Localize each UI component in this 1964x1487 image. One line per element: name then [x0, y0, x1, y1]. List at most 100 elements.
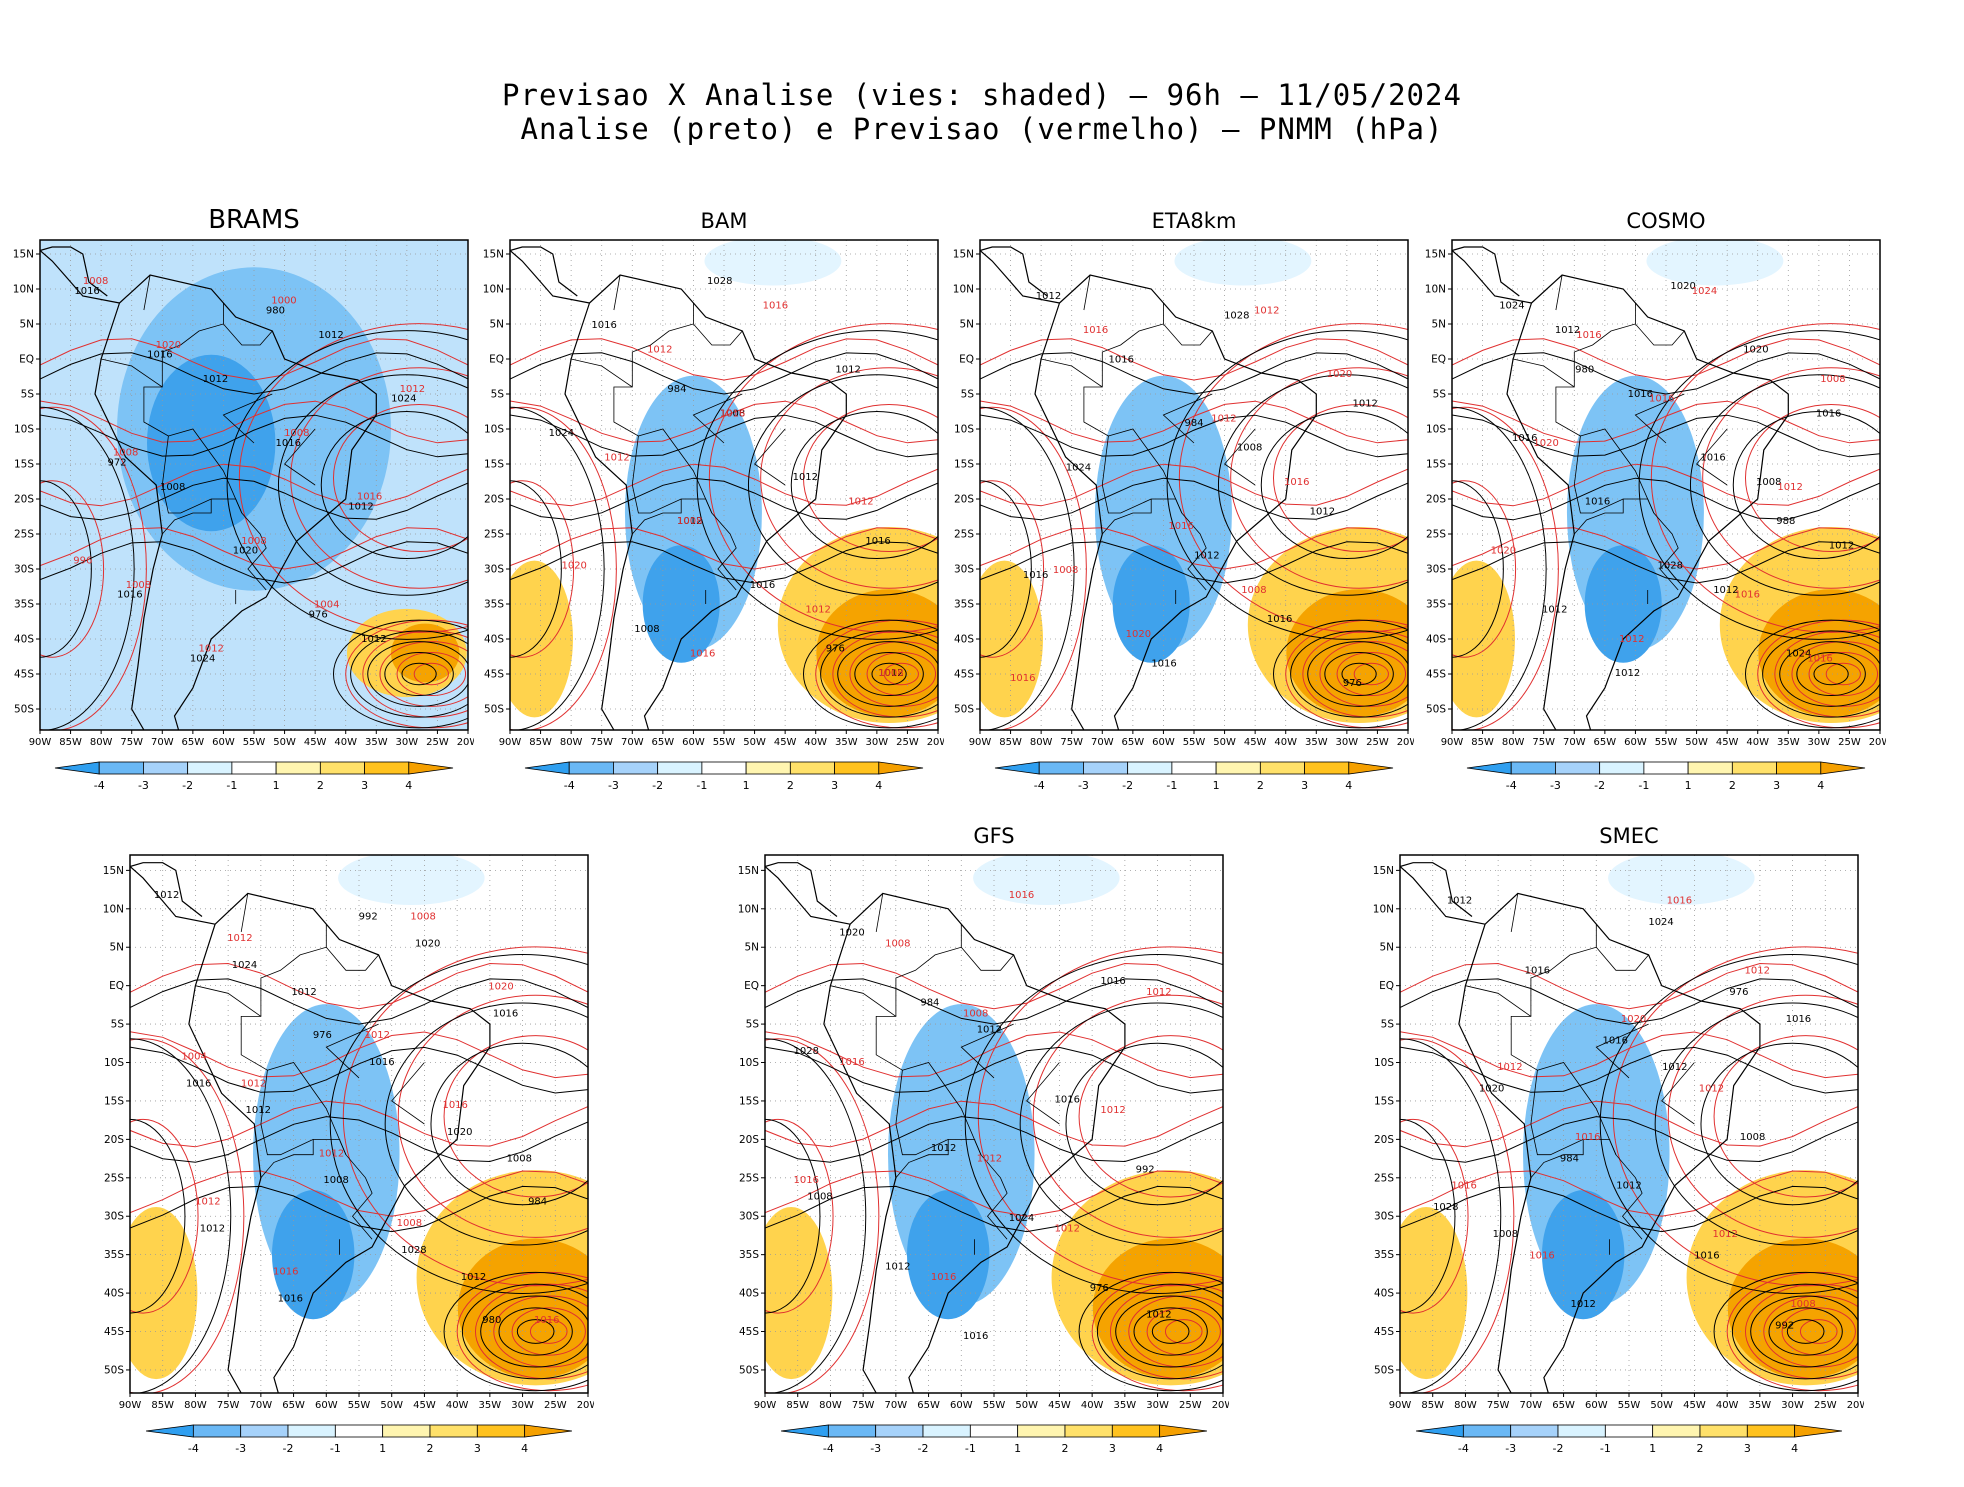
forecast-contour [342, 946, 588, 1287]
colorbar-swatch [240, 1424, 289, 1438]
colorbar-label: 2 [787, 779, 794, 792]
analysis-contour [1273, 619, 1408, 729]
forecast-contour-label: 1016 [1284, 477, 1309, 488]
lat-tick-label: 20S [14, 494, 34, 506]
lat-tick-label: 25S [1426, 529, 1446, 541]
lat-tick-label: 5N [744, 942, 759, 954]
analysis-contour-label: 1012 [1555, 325, 1580, 336]
analysis-contour-label: 1024 [232, 960, 257, 971]
analysis-contour-label: 1020 [233, 546, 258, 557]
lat-tick-label: 35S [104, 1249, 124, 1261]
forecast-contour [849, 641, 938, 707]
colorbar-label: -1 [226, 779, 237, 792]
lat-tick-label: 15N [953, 249, 974, 261]
lat-tick-label: 15N [103, 865, 124, 877]
analysis-contour [1745, 619, 1880, 729]
forecast-contour [1713, 1035, 1858, 1198]
analysis-contour-label: 1020 [1670, 281, 1695, 292]
analysis-contour [130, 1116, 588, 1163]
country-border [1510, 924, 1597, 1125]
analysis-contour [1813, 662, 1849, 686]
country-border [260, 1139, 314, 1179]
lon-tick-label: 60W [950, 1400, 973, 1411]
forecast-contour-label: 1016 [1649, 394, 1674, 405]
colorbar-swatch [1652, 1424, 1701, 1438]
forecast-contour [1091, 1271, 1223, 1392]
forecast-contour [396, 651, 467, 697]
colorbar-swatch [1731, 761, 1777, 775]
forecast-contour-label: 1008 [1790, 1299, 1815, 1310]
lat-tick-label: 10S [14, 424, 34, 436]
colorbar-label: -1 [965, 1442, 976, 1455]
lat-tick-label: 10N [13, 284, 34, 296]
lat-tick-label: 5S [21, 389, 35, 401]
country-border [693, 323, 743, 346]
colorbar-swatch [275, 761, 321, 775]
forecast-contour [1774, 630, 1880, 718]
forecast-contour-label: 1020 [1491, 546, 1516, 557]
analysis-contour-label: 1012 [291, 987, 316, 998]
analysis-contour-label: 1012 [885, 1261, 910, 1272]
analysis-contour [1638, 330, 1880, 640]
analysis-contour [854, 651, 924, 697]
coastline-central-america [1452, 246, 1532, 304]
lon-tick-label: 70W [621, 737, 644, 748]
lon-tick-label: 20W [457, 737, 474, 748]
forecast-contour [1146, 1307, 1221, 1356]
lat-tick-label: 50S [484, 704, 504, 716]
forecast-contour [413, 662, 449, 686]
forecast-contour [40, 406, 147, 730]
forecast-contour [397, 994, 588, 1238]
lat-tick-label: 15S [1426, 459, 1446, 471]
forecast-contour [760, 367, 938, 589]
lat-tick-label: 10S [739, 1057, 759, 1069]
analysis-contour-label: 1012 [200, 1224, 225, 1235]
country-border [1537, 1062, 1617, 1155]
lon-tick-label: 40W [1274, 737, 1297, 748]
forecast-contour [1400, 1038, 1515, 1393]
forecast-contour-label: 1016 [273, 1267, 298, 1278]
forecast-contour-label: 1008 [241, 536, 266, 547]
forecast-contour [130, 1038, 245, 1393]
coastline [1458, 892, 1761, 1393]
analysis-contour-label: 1028 [1224, 310, 1249, 321]
analysis-contour-label: 1012 [1570, 1299, 1595, 1310]
analysis-contour-label: 1016 [1603, 1035, 1628, 1046]
forecast-contour-label: 1020 [1533, 438, 1558, 449]
analysis-contour-label: 984 [1184, 418, 1203, 429]
lon-tick-label: 20W [577, 1400, 594, 1411]
analysis-contour-label: 1012 [1194, 551, 1219, 562]
colorbar-swatch [408, 761, 454, 775]
forecast-contour [1319, 641, 1408, 707]
lon-tick-label: 90W [119, 1400, 142, 1411]
colorbar-swatch [1687, 761, 1733, 775]
lon-tick-label: 45W [1683, 1400, 1706, 1411]
bias-light-north [704, 240, 842, 286]
lon-tick-label: 55W [983, 1400, 1006, 1411]
lat-tick-label: 30S [484, 564, 504, 576]
analysis-contour-label: 1016 [74, 286, 99, 297]
forecast-contour-label: 1012 [227, 933, 252, 944]
analysis-contour-label: 984 [1560, 1154, 1579, 1165]
forecast-contour-label: 1020 [561, 560, 586, 571]
colorbar: -4 -3 -2 -1 1 2 3 4 [780, 1424, 1208, 1455]
colorbar: -4 -3 -2 -1 1 2 3 4 [54, 761, 454, 792]
analysis-contour-label: 1016 [865, 536, 890, 547]
lon-tick-label: 45W [774, 737, 797, 748]
analysis-contour [1700, 1042, 1858, 1206]
colorbar-label: -3 [1550, 779, 1561, 792]
country-border [902, 1062, 982, 1155]
country-border [571, 358, 633, 388]
colorbar-label: 2 [1696, 1442, 1703, 1455]
analysis-contour [1400, 1046, 1858, 1094]
forecast-contour [1799, 1319, 1838, 1344]
colorbar-label: 1 [1213, 779, 1220, 792]
forecast-contour [765, 1100, 1223, 1148]
analysis-contour-label: 988 [1776, 516, 1795, 527]
country-border [143, 303, 224, 486]
forecast-contour [290, 367, 468, 589]
analysis-contour [1768, 1307, 1843, 1356]
forecast-contour [1400, 962, 1858, 1010]
lat-tick-label: 50S [1426, 704, 1446, 716]
lon-tick-label: 80W [560, 737, 583, 748]
